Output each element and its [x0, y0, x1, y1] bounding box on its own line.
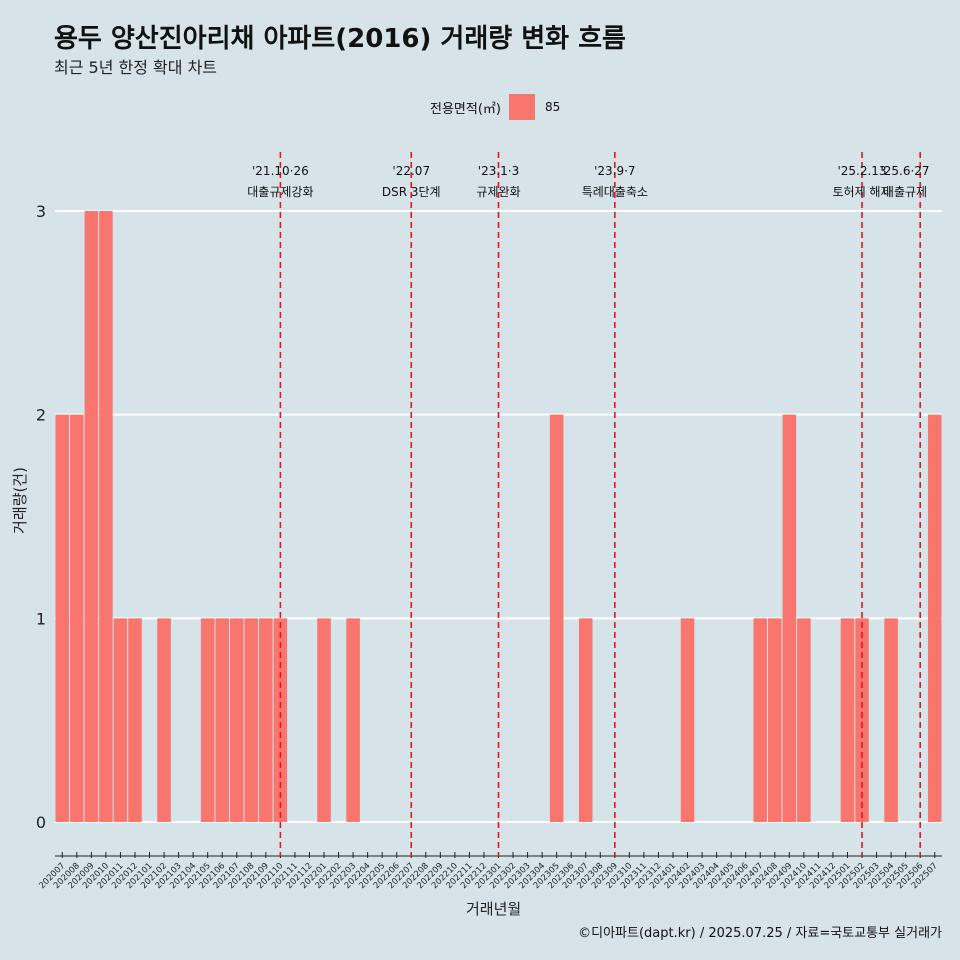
bar — [157, 618, 171, 822]
legend-title: 전용면적(㎡) — [430, 101, 501, 117]
bar — [782, 414, 797, 822]
legend: 전용면적(㎡) 85 — [430, 94, 560, 120]
bar — [113, 618, 128, 822]
bar — [229, 618, 244, 822]
source-caption: ©디아파트(dapt.kr) / 2025.07.25 / 자료=국토교통부 실… — [578, 926, 942, 941]
chart-subtitle: 최근 5년 한정 확대 차트 — [54, 58, 218, 77]
bar — [797, 618, 811, 822]
y-tick-label: 2 — [36, 406, 46, 425]
bar — [99, 211, 113, 822]
bar — [128, 618, 142, 822]
y-axis-label: 거래량(건) — [10, 467, 29, 534]
bar — [273, 618, 288, 822]
event-label: 대출규제강화 — [247, 185, 313, 199]
event-label: 규제완화 — [476, 185, 520, 199]
event-date: '23.9·7 — [594, 164, 635, 178]
y-tick-label: 3 — [36, 202, 46, 221]
bar — [927, 414, 942, 822]
y-tick-label: 1 — [36, 609, 46, 628]
event-date: '25.6·27 — [880, 164, 929, 178]
event-date: '21.10·26 — [252, 164, 309, 178]
legend-item-label: 85 — [544, 100, 561, 114]
bar — [70, 414, 84, 822]
event-date: '23.1·3 — [478, 164, 519, 178]
bar — [55, 414, 70, 822]
event-label: DSR 3단계 — [382, 185, 441, 199]
bar — [753, 618, 768, 822]
bar — [346, 618, 360, 822]
x-axis-label: 거래년월 — [466, 900, 522, 918]
bar — [855, 618, 869, 822]
bar — [200, 618, 215, 822]
bar — [578, 618, 593, 822]
bar — [549, 414, 564, 822]
bar — [884, 618, 898, 822]
chart-title: 용두 양산진아리채 아파트(2016) 거래량 변화 흐름 — [54, 24, 626, 54]
event-label: 토허제 해제 — [833, 185, 892, 199]
event-label: 특례대출축소 — [582, 185, 648, 199]
bar — [768, 618, 782, 822]
bar — [84, 211, 99, 822]
bar — [244, 618, 259, 822]
bar — [680, 618, 695, 822]
event-date: '22.07 — [392, 164, 430, 178]
bar — [215, 618, 229, 822]
event-date: '25.2.13 — [837, 164, 886, 178]
bar — [259, 618, 273, 822]
bar — [317, 618, 331, 822]
bar — [840, 618, 855, 822]
event-label: 대출규제 — [883, 185, 927, 199]
legend-swatch — [508, 94, 535, 120]
y-tick-label: 0 — [36, 813, 46, 832]
